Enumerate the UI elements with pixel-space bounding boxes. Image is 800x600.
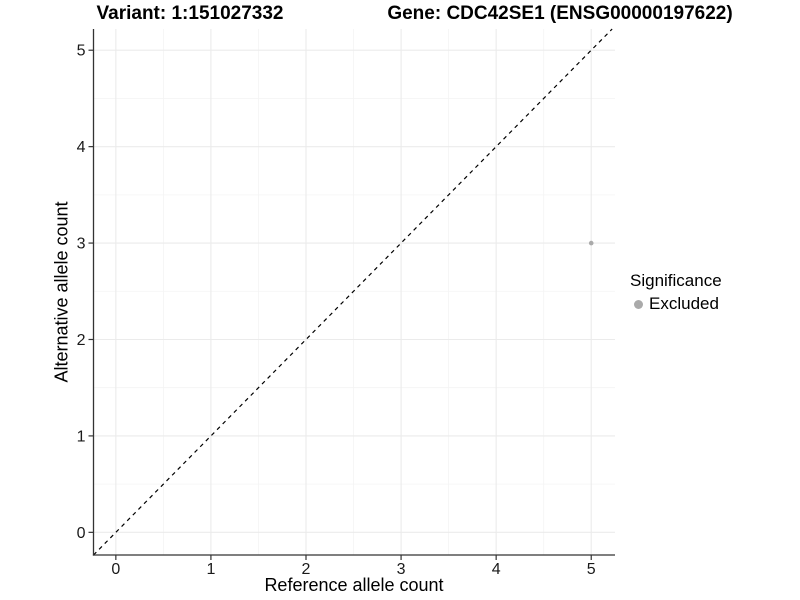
x-tick-label: 3 (397, 561, 406, 578)
y-tick-label: 1 (77, 428, 86, 445)
gene-title: Gene: CDC42SE1 (ENSG00000197622) (387, 3, 733, 24)
x-tick-label: 2 (302, 561, 311, 578)
legend-title: Significance (630, 271, 722, 290)
identity-line (93, 28, 613, 556)
y-axis-title: Alternative allele count (51, 201, 72, 383)
y-tick-label: 3 (77, 236, 86, 253)
y-tick-label: 4 (77, 139, 86, 156)
y-tick-label: 2 (77, 332, 86, 349)
y-tick-label: 0 (77, 525, 86, 542)
excluded-point-icon (634, 299, 643, 309)
x-tick-label: 0 (111, 561, 120, 578)
y-tick-label: 5 (77, 43, 86, 60)
x-tick-label: 5 (587, 561, 596, 578)
legend-item-label: Excluded (649, 294, 719, 313)
x-tick-label: 1 (206, 561, 215, 578)
x-axis-title: Reference allele count (264, 575, 444, 595)
variant-title: Variant: 1:151027332 (96, 3, 284, 24)
legend: Significance Excluded (630, 271, 722, 314)
data-point (588, 240, 594, 246)
x-tick-label: 4 (492, 561, 501, 578)
legend-item-excluded: Excluded (634, 294, 722, 314)
